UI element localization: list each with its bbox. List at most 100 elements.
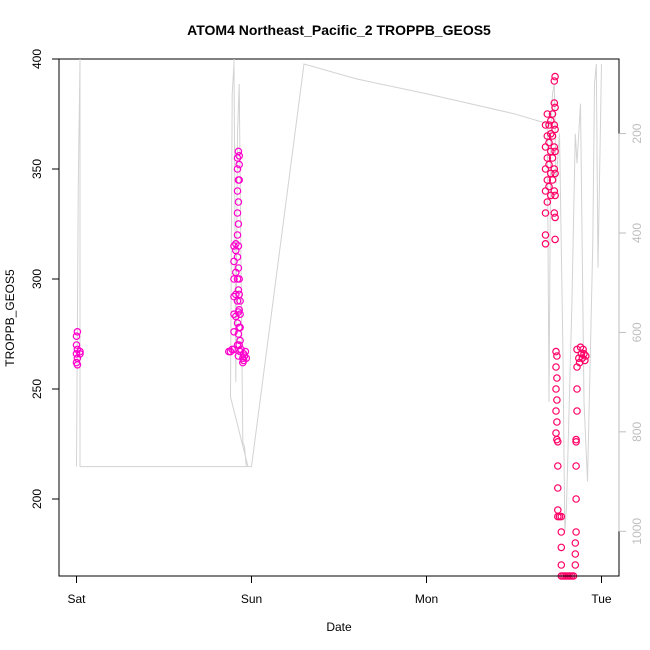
data-point [557, 561, 566, 569]
data-point [234, 220, 243, 228]
right-tick-label: 400 [630, 223, 644, 243]
points-layer [72, 72, 590, 580]
data-point [236, 310, 244, 319]
data-point [234, 147, 243, 156]
data-point [230, 327, 238, 336]
right-axis: 200 400 600 800 1000 [618, 123, 644, 545]
x-tick-label: Mon [415, 592, 438, 606]
data-point [552, 363, 560, 371]
data-point [581, 352, 590, 360]
data-point [553, 484, 562, 492]
plot-area [58, 58, 620, 577]
data-point [234, 198, 243, 206]
data-point [242, 354, 251, 363]
data-point [551, 213, 559, 222]
x-tick-label: Sun [241, 592, 262, 606]
data-point [545, 182, 553, 191]
right-tick-label: 1000 [630, 518, 644, 545]
data-point [550, 99, 559, 107]
data-point [557, 528, 566, 536]
data-point [76, 349, 84, 358]
data-point [572, 462, 580, 470]
data-point [236, 297, 244, 305]
data-point [553, 396, 561, 404]
data-point [581, 356, 589, 365]
data-point [543, 198, 552, 206]
data-point [552, 407, 560, 415]
x-tick-label: Tue [591, 592, 612, 606]
data-point [573, 385, 581, 393]
data-point [557, 543, 566, 552]
x-tick-label: Sat [67, 592, 86, 606]
data-point [550, 187, 559, 195]
data-point [234, 242, 243, 250]
data-point [550, 143, 559, 151]
data-point [553, 418, 561, 426]
data-point [234, 264, 243, 272]
data-point [573, 407, 581, 415]
data-point [551, 72, 559, 81]
data-point [233, 297, 242, 305]
data-point [541, 231, 550, 239]
data-point [541, 121, 550, 129]
data-point [572, 435, 580, 444]
data-point [233, 165, 242, 173]
data-point [552, 385, 560, 393]
data-point [552, 347, 560, 356]
data-point [545, 138, 553, 147]
x-axis: Sat Sun Mon Tue [67, 575, 612, 606]
data-point [579, 345, 587, 354]
data-point [551, 103, 559, 112]
data-point [572, 437, 580, 446]
right-tick-label: 800 [630, 422, 644, 442]
data-point [553, 352, 561, 360]
data-point [548, 176, 557, 184]
y-tick-label: 350 [30, 159, 44, 179]
data-point [543, 176, 552, 184]
y-tick-label: 200 [30, 489, 44, 509]
data-point [546, 130, 555, 138]
data-point [551, 147, 559, 156]
y-tick-label: 250 [30, 379, 44, 399]
data-point [550, 209, 559, 217]
data-point [548, 110, 557, 118]
data-point [550, 165, 559, 173]
data-point [233, 187, 242, 195]
data-point [571, 539, 580, 547]
y-tick-label: 300 [30, 269, 44, 289]
data-point [230, 275, 238, 283]
data-point [548, 154, 557, 162]
data-point [541, 209, 550, 217]
data-point [553, 506, 562, 514]
data-point [545, 121, 553, 129]
data-point [235, 160, 244, 169]
data-point [236, 323, 244, 332]
right-tick-label: 200 [630, 123, 644, 143]
data-point [543, 110, 552, 118]
data-point [551, 191, 559, 200]
data-point [233, 209, 242, 217]
data-point [550, 77, 559, 85]
data-point [72, 332, 81, 341]
data-point [76, 347, 84, 356]
data-point [557, 512, 566, 521]
chart-title: ATOM4 Northeast_Pacific_2 TROPPB_GEOS5 [187, 22, 491, 38]
reference-line-layer [76, 58, 602, 532]
data-point [235, 275, 244, 283]
data-point [548, 132, 557, 140]
data-point [577, 349, 586, 358]
right-tick-label: 600 [630, 322, 644, 342]
data-point [541, 240, 550, 248]
data-point [240, 352, 249, 360]
data-point [553, 462, 562, 470]
data-point [72, 341, 81, 349]
data-point [572, 528, 580, 536]
data-point [551, 125, 559, 134]
data-point [230, 242, 238, 250]
data-point [233, 253, 242, 261]
data-point [545, 160, 553, 169]
data-point [543, 154, 552, 162]
x-axis-label: Date [326, 620, 352, 634]
data-point [553, 437, 562, 446]
